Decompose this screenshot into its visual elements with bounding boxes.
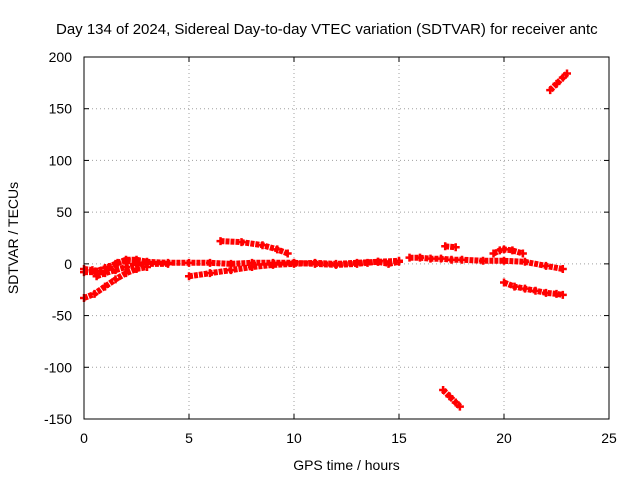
data-point (447, 255, 456, 264)
y-tick-label: -50 (52, 308, 72, 324)
data-point (269, 260, 277, 269)
data-point (441, 242, 450, 251)
data-point (374, 257, 382, 266)
data-point (122, 255, 130, 264)
data-point (563, 69, 571, 78)
data-point (258, 241, 267, 250)
chart-title: Day 134 of 2024, Sidereal Day-to-day VTE… (56, 21, 598, 38)
data-point (451, 398, 460, 407)
y-tick-label: -150 (44, 411, 72, 427)
y-axis-label: SDTVAR / TECUs (5, 182, 21, 294)
tick-layer: 0 5 10 15 20 25 -150 -100 -50 0 50 100 150 200 (44, 49, 617, 446)
data-point (111, 266, 120, 275)
data-point (445, 392, 454, 401)
data-point (237, 238, 246, 247)
x-tick-label: 10 (286, 430, 302, 446)
x-axis-label: GPS time / hours (293, 457, 400, 473)
data-point (426, 254, 435, 263)
data-point (132, 260, 141, 269)
x-tick-label: 5 (185, 430, 193, 446)
x-tick-label: 0 (80, 430, 88, 446)
data-point (558, 265, 567, 274)
data-point (500, 245, 508, 254)
data-point (489, 249, 498, 258)
data-point (558, 73, 567, 82)
data-point (332, 260, 340, 269)
data-point (500, 256, 508, 265)
data-point (164, 259, 172, 268)
data-point (500, 278, 508, 287)
y-tick-label: 100 (49, 152, 73, 168)
data-point (90, 268, 99, 277)
data-point (542, 288, 550, 297)
data-point (143, 259, 151, 268)
data-point (283, 249, 292, 258)
data-point (455, 402, 464, 411)
data-point (546, 86, 555, 95)
data-point (185, 272, 193, 281)
y-tick-label: -100 (44, 359, 72, 375)
data-series-arc-12 (440, 387, 462, 409)
data-point (185, 258, 193, 267)
data-point (451, 243, 460, 252)
data-point (521, 257, 529, 266)
y-tick-label: 50 (56, 204, 72, 220)
y-tick-label: 200 (49, 49, 73, 65)
data-point (273, 245, 282, 254)
data-point (416, 253, 424, 262)
data-point (353, 259, 361, 268)
data-point (101, 282, 109, 291)
y-tick-label: 0 (64, 256, 72, 272)
plot-frame (83, 56, 610, 420)
data-point (518, 249, 527, 258)
data-point (122, 262, 130, 271)
data-point (558, 290, 567, 299)
data-point (542, 261, 550, 270)
data-point (92, 272, 101, 281)
data-point (531, 286, 540, 295)
data-point (510, 282, 519, 291)
data-layer (80, 69, 571, 411)
data-point (101, 269, 109, 278)
data-point (227, 266, 235, 275)
data-point (521, 284, 529, 293)
data-point (439, 386, 448, 395)
data-point (384, 259, 393, 268)
y-tick-label: 150 (49, 101, 73, 117)
data-point (111, 275, 120, 284)
x-tick-label: 25 (601, 430, 617, 446)
data-point (90, 289, 99, 298)
data-point (311, 259, 319, 268)
data-point (458, 255, 466, 264)
data-point (552, 79, 561, 88)
grid-layer (84, 57, 609, 419)
data-point (216, 237, 225, 246)
data-series-arc-13 (548, 71, 570, 93)
data-point (248, 262, 256, 271)
data-point (405, 253, 414, 262)
data-point (479, 256, 487, 265)
data-point (206, 258, 214, 267)
data-point (508, 246, 517, 255)
x-tick-label: 15 (391, 430, 407, 446)
x-tick-label: 20 (496, 430, 512, 446)
data-point (206, 269, 214, 278)
data-point (290, 258, 298, 267)
data-point (395, 257, 403, 266)
data-point (363, 258, 372, 267)
data-point (437, 254, 445, 263)
